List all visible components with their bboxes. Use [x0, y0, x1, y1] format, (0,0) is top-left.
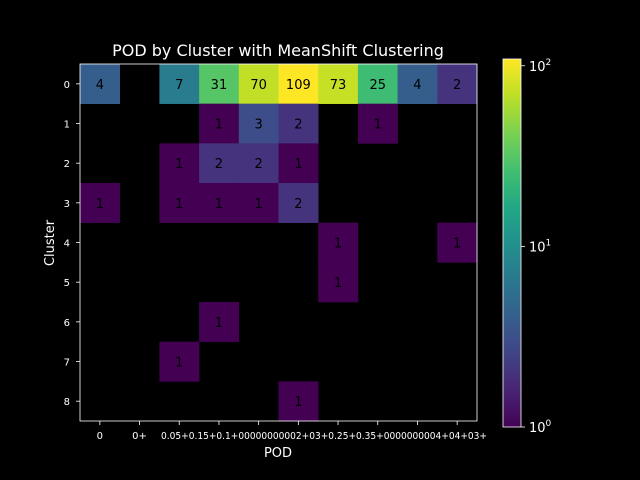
heatmap-cell-labels: 4 7 31 70 109 73 25 4 2 1 3 2 1 1 2 2 1 1 1 1 1 2 1 1 1 1 1 1	[96, 78, 462, 410]
colorbar	[502, 58, 522, 428]
heatmap-cell	[278, 103, 319, 144]
heatmap-cell	[357, 103, 398, 144]
cell-value-label: 1	[334, 276, 342, 291]
cell-value-label: 1	[175, 356, 183, 371]
y-tick-label: 4	[64, 239, 70, 250]
colorbar-ticks: 100 101 102	[521, 58, 552, 436]
heatmap-cells	[80, 64, 478, 422]
y-tick-label: 8	[64, 397, 70, 408]
cell-value-label: 2	[453, 78, 461, 93]
x-tick-label: 0+	[132, 431, 147, 442]
cell-value-label: 1	[294, 157, 302, 172]
heatmap-cell	[159, 183, 200, 223]
heatmap-cell	[318, 64, 359, 104]
heatmap-cell	[159, 64, 200, 104]
cell-value-label: 1	[374, 118, 382, 133]
y-tick-label: 5	[64, 278, 70, 289]
heatmap-cell	[238, 64, 279, 104]
cell-value-label: 1	[175, 157, 183, 172]
cell-value-label: 1	[175, 197, 183, 212]
heatmap-cell	[318, 262, 359, 303]
cell-value-label: 2	[215, 157, 223, 172]
y-tick-label: 1	[64, 120, 70, 131]
heatmap-cell	[159, 341, 200, 382]
heatmap-cell	[199, 302, 240, 342]
heatmap-cell	[318, 222, 359, 263]
heatmap-cell	[159, 143, 200, 184]
y-tick-label: 6	[64, 318, 70, 329]
x-tick-label-overlap: 0.05+0.15+0.1+00000000002+03+0.25+0.35+0…	[161, 431, 487, 442]
heatmap-cell	[199, 64, 240, 104]
colorbar-tick-label: 101	[529, 238, 551, 255]
x-axis-label: POD	[264, 446, 292, 461]
heatmap-cell	[278, 381, 319, 422]
heatmap-cell	[199, 103, 240, 144]
cell-value-label: 2	[255, 157, 263, 172]
heatmap-cell	[357, 64, 398, 104]
cell-value-label: 1	[453, 237, 461, 252]
colorbar-tick-label: 102	[529, 58, 551, 75]
heatmap-cell	[278, 183, 319, 223]
heatmap-cell	[437, 222, 478, 263]
cell-value-label: 1	[215, 316, 223, 331]
cell-value-label: 25	[369, 78, 386, 93]
cell-value-label: 2	[294, 197, 302, 212]
cell-value-label: 1	[255, 197, 263, 212]
x-axis-ticks: 0 0+ 0.05+0.15+0.1+00000000002+03+0.25+0.3…	[97, 421, 487, 442]
cell-value-label: 1	[334, 237, 342, 252]
heatmap-cell	[238, 183, 279, 223]
cell-value-label: 109	[286, 78, 311, 93]
colorbar-tick-label: 100	[529, 419, 552, 436]
heatmap-cell	[199, 143, 240, 184]
heatmap-cell	[238, 143, 279, 184]
x-tick-label: 0	[97, 431, 103, 442]
cell-value-label: 1	[215, 197, 223, 212]
cell-value-label: 1	[294, 395, 302, 410]
y-tick-label: 7	[64, 358, 70, 369]
cell-value-label: 1	[215, 118, 223, 133]
cell-value-label: 31	[211, 78, 228, 93]
chart-title: POD by Cluster with MeanShift Clustering	[112, 41, 444, 60]
y-tick-label: 2	[64, 159, 70, 170]
heatmap-cell	[397, 64, 438, 104]
cell-value-label: 7	[175, 78, 183, 93]
heatmap-cell	[80, 64, 120, 104]
heatmap-cell	[199, 183, 240, 223]
cell-value-label: 73	[330, 78, 347, 93]
heatmap-cell	[437, 64, 478, 104]
heatmap-cell	[278, 143, 319, 184]
y-tick-label: 3	[64, 199, 70, 210]
cell-value-label: 3	[255, 118, 263, 133]
y-tick-label: 0	[64, 80, 70, 91]
cell-value-label: 1	[96, 197, 104, 212]
heatmap-cell	[80, 183, 120, 223]
cell-value-label: 70	[250, 78, 267, 93]
y-axis-ticks: 0 1 2 3 4 5 6 7 8	[64, 80, 80, 408]
heatmap-cell	[238, 103, 279, 144]
cell-value-label: 2	[294, 118, 302, 133]
heatmap-cell	[278, 64, 319, 104]
cell-value-label: 4	[96, 78, 104, 93]
y-axis-label: Cluster	[43, 219, 58, 266]
cell-value-label: 4	[413, 78, 421, 93]
